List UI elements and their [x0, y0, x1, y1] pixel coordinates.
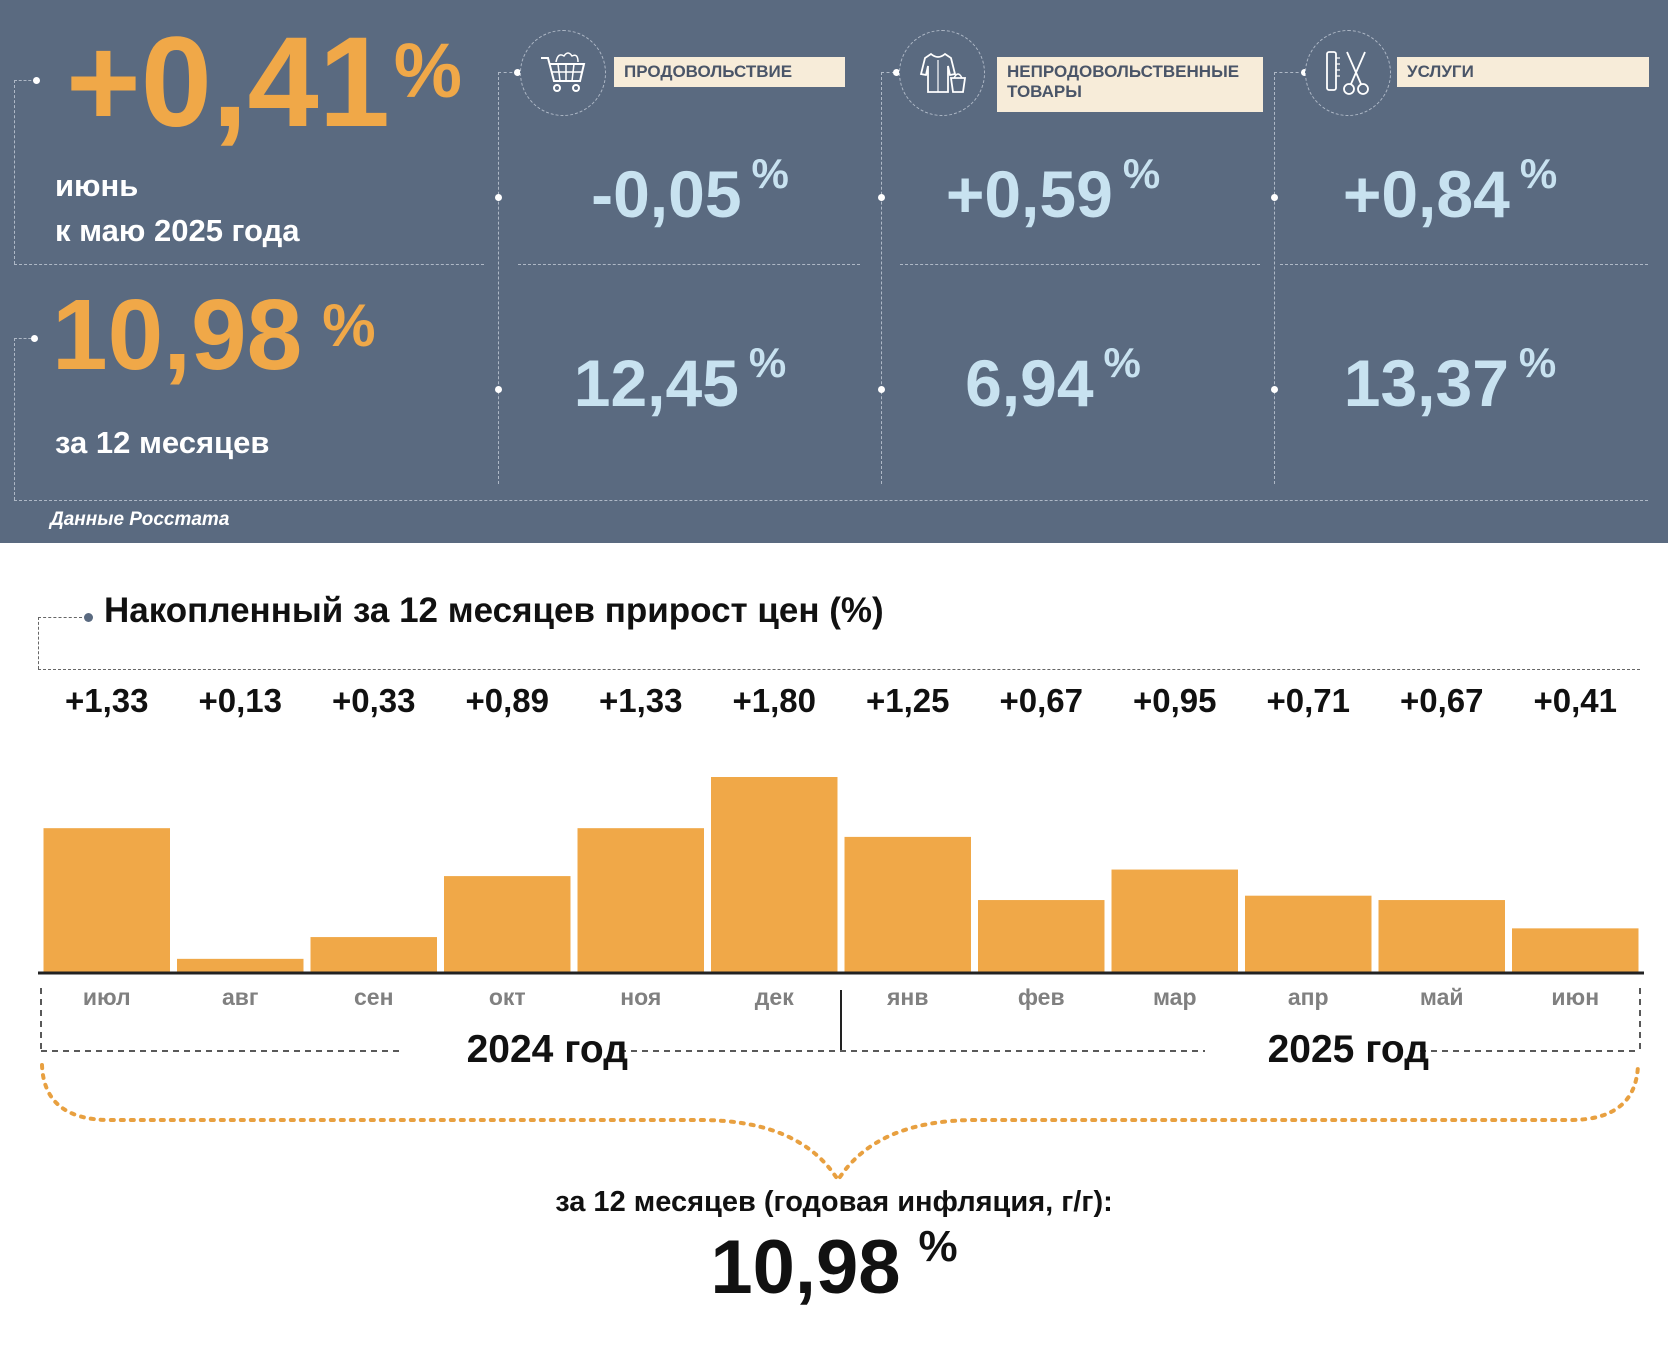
bar	[310, 937, 437, 973]
nonfood-annual-value: 6,94%	[965, 339, 1141, 420]
monthly-inflation-label: июнь к маю 2025 года	[55, 168, 300, 248]
x-tick-label: фев	[1018, 984, 1065, 1010]
bar	[844, 836, 971, 973]
x-tick-label: авг	[222, 984, 259, 1010]
divider	[38, 617, 82, 618]
divider	[498, 72, 518, 73]
divider	[518, 264, 860, 265]
data-label: +0,95	[1133, 682, 1217, 719]
services-monthly-value: +0,84%	[1342, 150, 1558, 231]
bullet-dot	[84, 613, 93, 622]
bullet-dot	[495, 386, 502, 393]
data-label: +0,67	[1400, 682, 1484, 719]
clothes-icon	[899, 30, 985, 116]
bar	[1111, 869, 1238, 973]
chart-title: Накопленный за 12 месяцев прирост цен (%…	[104, 591, 884, 630]
x-tick-label: ноя	[620, 984, 661, 1010]
bar	[1245, 895, 1372, 973]
bullet-dot	[878, 386, 885, 393]
bar	[577, 828, 704, 973]
x-tick-label: июл	[83, 984, 131, 1010]
monthly-inflation-value: +0,41%	[66, 11, 462, 154]
divider	[14, 338, 36, 339]
services-annual-value: 13,37%	[1343, 339, 1557, 420]
bar	[978, 900, 1105, 973]
bullet-dot	[31, 335, 38, 342]
divider	[1280, 264, 1648, 265]
x-tick-label: окт	[489, 984, 526, 1010]
summary-panel: +0,41% июнь к маю 2025 года 10,98% за 12…	[0, 0, 1668, 543]
bar	[177, 958, 304, 973]
summary-brace	[40, 1063, 1640, 1184]
data-label: +0,33	[332, 682, 416, 719]
data-label: +0,67	[1000, 682, 1084, 719]
bullet-dot	[514, 69, 521, 76]
divider	[14, 80, 36, 81]
category-label-nonfood: НЕПРОДОВОЛЬСТВЕННЫЕ ТОВАРЫ	[997, 57, 1263, 112]
annual-inflation-label: за 12 месяцев	[55, 425, 270, 460]
data-label: +0,41	[1534, 682, 1618, 719]
bar-chart: +1,33 +0,13 +0,33 +0,89 +1,33 +1,80 +1,25 +0,67…	[38, 682, 1644, 1184]
bar	[711, 777, 838, 973]
divider	[38, 669, 1640, 670]
x-tick-label: янв	[886, 984, 928, 1010]
x-tick-label: апр	[1288, 984, 1329, 1010]
data-label: +0,13	[199, 682, 283, 719]
food-annual-value: 12,45%	[573, 339, 787, 420]
x-tick-label: май	[1420, 984, 1464, 1010]
nonfood-monthly-value: +0,59%	[945, 150, 1161, 231]
bar	[1512, 928, 1639, 973]
divider	[14, 80, 15, 264]
bullet-dot	[33, 77, 40, 84]
bullet-dot	[1271, 194, 1278, 201]
summary-value: 10,98%	[710, 1222, 958, 1310]
data-label: +1,80	[733, 682, 817, 719]
divider	[498, 72, 499, 484]
shopping-cart-icon	[520, 30, 606, 116]
divider	[1274, 72, 1275, 484]
category-label-food: ПРОДОВОЛЬСТВИЕ	[614, 57, 845, 87]
scissors-comb-icon	[1305, 30, 1391, 116]
bar	[1378, 900, 1505, 973]
data-label: +1,33	[65, 682, 149, 719]
summary-caption: за 12 месяцев (годовая инфляция, г/г):	[555, 1186, 1113, 1218]
bar	[43, 828, 170, 973]
bullet-dot	[878, 194, 885, 201]
year-label: 2024 год	[467, 1028, 629, 1071]
data-source: Данные Росстата	[50, 509, 230, 530]
bullet-dot	[1271, 386, 1278, 393]
divider	[900, 264, 1260, 265]
year-label: 2025 год	[1268, 1028, 1430, 1071]
x-tick-label: июн	[1551, 984, 1599, 1010]
bullet-dot	[893, 69, 900, 76]
data-label: +0,89	[466, 682, 550, 719]
divider	[14, 338, 15, 500]
x-tick-label: сен	[354, 984, 393, 1010]
divider	[1274, 72, 1304, 73]
divider	[14, 264, 484, 265]
x-tick-label: дек	[755, 984, 794, 1010]
annual-inflation-value: 10,98%	[52, 279, 376, 391]
category-label-services: УСЛУГИ	[1397, 57, 1649, 87]
data-label: +0,71	[1267, 682, 1351, 719]
divider	[14, 500, 1648, 501]
divider	[881, 72, 882, 484]
bullet-dot	[1301, 69, 1308, 76]
divider	[38, 617, 39, 669]
bullet-dot	[495, 194, 502, 201]
data-label: +1,33	[599, 682, 683, 719]
divider	[881, 72, 895, 73]
x-tick-label: мар	[1153, 984, 1197, 1010]
food-monthly-value: -0,05%	[591, 150, 789, 231]
bar	[444, 876, 571, 973]
data-label: +1,25	[866, 682, 950, 719]
